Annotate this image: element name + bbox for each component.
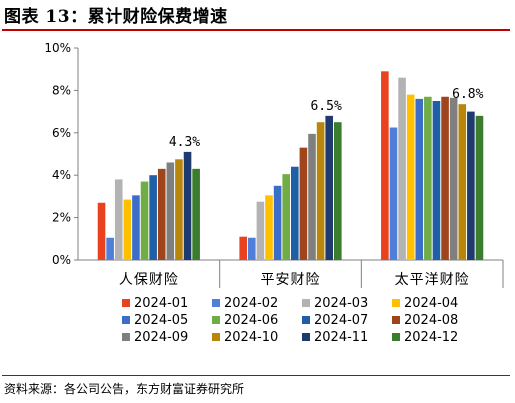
category-label: 人保财险 [119, 272, 179, 288]
legend-swatch [302, 299, 310, 307]
legend-label: 2024-09 [134, 330, 188, 345]
bar [299, 147, 308, 260]
legend-label: 2024-05 [134, 313, 188, 328]
legend-swatch [122, 333, 130, 341]
bar [441, 96, 449, 260]
bar [325, 115, 333, 260]
bar [273, 185, 282, 260]
y-tick-label: 6% [52, 126, 71, 140]
legend-label: 2024-06 [224, 313, 278, 328]
category-label: 平安财险 [261, 272, 321, 288]
bar [256, 201, 265, 260]
bar [467, 111, 475, 260]
bar [475, 115, 484, 260]
bar [398, 77, 406, 261]
bar [308, 133, 316, 260]
bar [132, 195, 140, 260]
legend-label: 2024-11 [314, 330, 368, 345]
legend-swatch [392, 333, 400, 341]
legend-swatch [212, 299, 220, 307]
bar [175, 159, 183, 260]
bar [406, 94, 415, 260]
y-tick-label: 8% [52, 83, 71, 97]
title-rule [2, 29, 510, 31]
bar [123, 199, 132, 260]
legend-label: 2024-03 [314, 296, 368, 311]
y-tick-label: 10% [44, 41, 71, 55]
category-label: 太平洋财险 [395, 272, 470, 288]
bar [291, 166, 299, 260]
legend-swatch [392, 299, 400, 307]
bar [381, 71, 389, 260]
bar [449, 97, 458, 260]
bar-chart: 0% 2% 4% 6% 8% 10% 人保财险 平安财险 太平洋财险 4.3% 6.5% 6.8% 20… [44, 41, 504, 345]
bar [316, 122, 325, 260]
bar [157, 168, 166, 260]
data-label: 6.5% [310, 99, 341, 114]
legend-swatch [302, 333, 310, 341]
bar [140, 181, 149, 260]
bar [415, 98, 424, 260]
bar [265, 195, 273, 260]
legend-label: 2024-02 [224, 296, 278, 311]
bar [106, 237, 114, 260]
legend-label: 2024-10 [224, 330, 278, 345]
legend-swatch [212, 333, 220, 341]
bar [239, 236, 247, 260]
bar [183, 151, 192, 260]
bar [248, 237, 256, 260]
bar [432, 101, 441, 260]
source-rule [2, 375, 510, 376]
data-label: 6.8% [452, 87, 483, 102]
bar [282, 174, 290, 260]
bar [166, 162, 175, 260]
bar [149, 175, 157, 260]
bar [192, 168, 200, 260]
legend-label: 2024-04 [404, 296, 458, 311]
bar [458, 104, 467, 261]
y-tick-label: 0% [52, 253, 71, 267]
y-tick-label: 2% [52, 211, 71, 225]
data-label: 4.3% [169, 135, 200, 150]
legend-swatch [212, 316, 220, 324]
bar [424, 96, 432, 260]
legend-swatch [302, 316, 310, 324]
legend-label: 2024-01 [134, 296, 188, 311]
bar [334, 122, 342, 260]
legend-swatch [392, 316, 400, 324]
bar [114, 179, 123, 260]
y-tick-label: 4% [52, 168, 71, 182]
legend-swatch [122, 316, 130, 324]
figure-title: 图表 13：累计财险保费增速 [4, 7, 228, 27]
bar [97, 202, 106, 260]
source-note: 资料来源：各公司公告，东方财富证券研究所 [4, 382, 245, 396]
bar [389, 127, 398, 260]
legend-swatch [122, 299, 130, 307]
legend-label: 2024-07 [314, 313, 368, 328]
legend-label: 2024-12 [404, 330, 458, 345]
legend-label: 2024-08 [404, 313, 458, 328]
